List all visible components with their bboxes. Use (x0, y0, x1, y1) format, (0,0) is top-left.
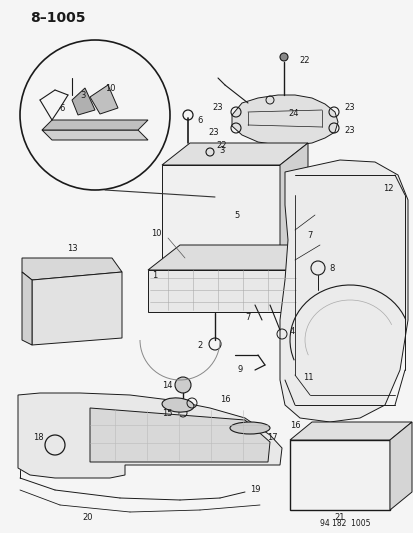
Circle shape (175, 377, 190, 393)
Text: 18: 18 (33, 433, 43, 442)
Text: 21: 21 (334, 513, 344, 522)
Text: 23: 23 (344, 125, 354, 134)
Circle shape (279, 53, 287, 61)
Text: 23: 23 (212, 102, 223, 111)
Bar (289, 440, 389, 510)
Text: 14: 14 (161, 381, 172, 390)
Text: 10: 10 (104, 84, 115, 93)
Text: 23: 23 (344, 102, 354, 111)
Polygon shape (72, 88, 95, 115)
Text: 7: 7 (245, 313, 250, 322)
Text: 16: 16 (219, 395, 230, 405)
Polygon shape (90, 85, 118, 114)
Polygon shape (42, 130, 147, 140)
Polygon shape (279, 143, 307, 270)
Polygon shape (18, 393, 281, 478)
Text: 22: 22 (299, 55, 309, 64)
Polygon shape (231, 95, 337, 145)
Polygon shape (22, 272, 32, 345)
Text: 3: 3 (80, 91, 85, 100)
Text: 8–1005: 8–1005 (30, 11, 85, 25)
Polygon shape (297, 245, 329, 312)
Ellipse shape (230, 422, 269, 434)
Ellipse shape (161, 398, 193, 412)
Text: 1: 1 (152, 271, 157, 279)
Text: 22: 22 (216, 141, 227, 149)
Polygon shape (147, 270, 297, 312)
Bar (161, 165, 279, 270)
Text: 19: 19 (249, 486, 260, 495)
Text: 16: 16 (289, 421, 299, 430)
Text: 3: 3 (219, 146, 224, 155)
Text: 11: 11 (302, 374, 313, 383)
Polygon shape (22, 258, 122, 280)
Text: 23: 23 (208, 127, 219, 136)
Text: 9: 9 (237, 366, 242, 375)
Polygon shape (32, 272, 122, 345)
Text: 17: 17 (266, 433, 277, 442)
Polygon shape (147, 245, 329, 270)
Polygon shape (289, 422, 411, 440)
Polygon shape (279, 160, 407, 422)
Text: 4: 4 (289, 327, 294, 336)
Text: 6: 6 (59, 103, 64, 112)
Text: 10: 10 (150, 229, 161, 238)
Text: 15: 15 (161, 408, 172, 417)
Text: 6: 6 (197, 116, 202, 125)
Text: 5: 5 (234, 211, 239, 220)
Polygon shape (90, 408, 269, 462)
Polygon shape (42, 120, 147, 130)
Text: 13: 13 (66, 244, 77, 253)
Text: 7: 7 (306, 230, 312, 239)
Text: 8: 8 (328, 263, 334, 272)
Text: 20: 20 (83, 513, 93, 521)
Text: 24: 24 (288, 109, 299, 117)
Polygon shape (389, 422, 411, 510)
Text: 2: 2 (197, 341, 202, 350)
Circle shape (20, 40, 170, 190)
Text: 94 182  1005: 94 182 1005 (319, 519, 370, 528)
Polygon shape (161, 143, 307, 165)
Text: 12: 12 (382, 183, 392, 192)
